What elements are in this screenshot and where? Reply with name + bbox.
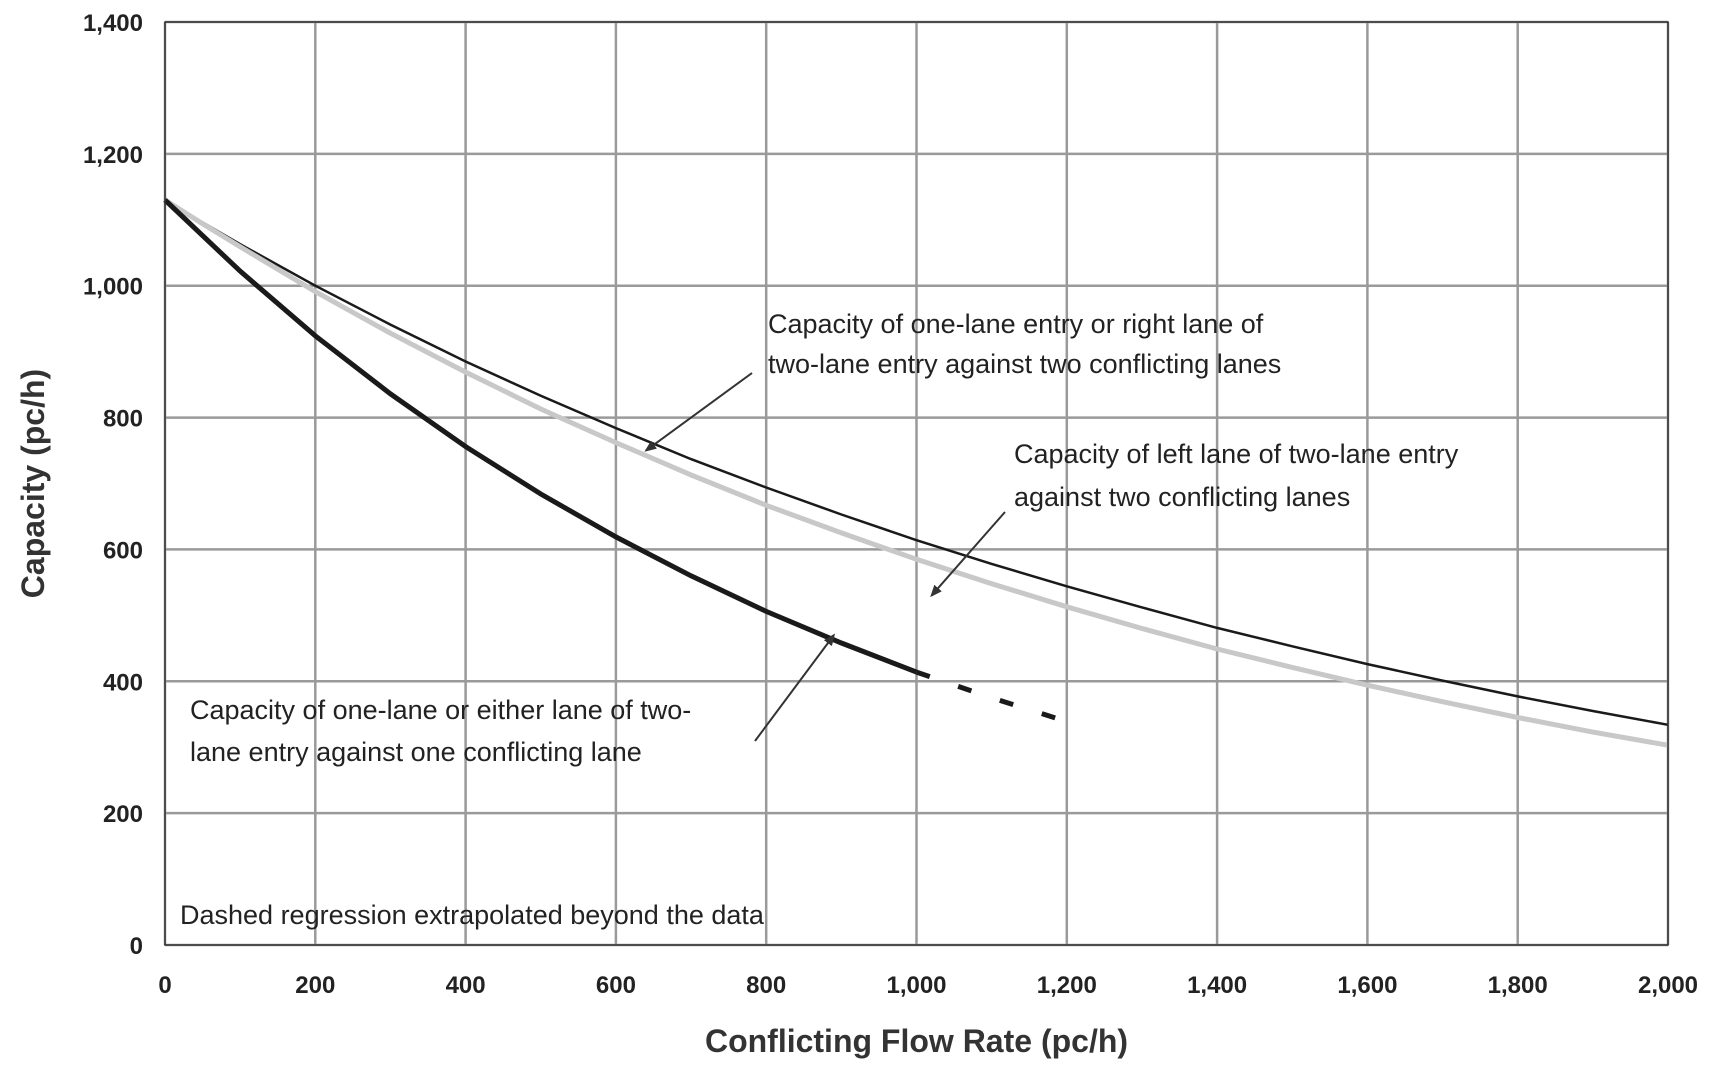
series-line-one-conflicting-lane-dashed: [915, 669, 1068, 724]
plot-frame: [164, 21, 1669, 946]
annotation-arrow-1: [930, 511, 1006, 598]
annotation-0-line-0: Capacity of one-lane entry or right lane…: [768, 309, 1264, 339]
annotation-2-line-1: lane entry against one conflicting lane: [190, 737, 642, 767]
x-tick-label: 600: [596, 972, 636, 999]
x-axis-title: Conflicting Flow Rate (pc/h): [705, 1023, 1128, 1059]
x-tick-label: 1,200: [1037, 972, 1097, 999]
y-tick-label: 600: [103, 537, 143, 564]
y-tick-label: 200: [103, 801, 143, 828]
series-line-one-conflicting-lane: [163, 198, 918, 675]
annotation-arrow-2: [754, 633, 836, 742]
annotation-2-line-0: Capacity of one-lane or either lane of t…: [190, 695, 691, 725]
x-tick-label: 800: [746, 972, 786, 999]
y-tick-label: 400: [103, 669, 143, 696]
x-tick-label: 1,800: [1488, 972, 1548, 999]
y-tick-label: 1,000: [83, 274, 143, 301]
annotation-3-line-0: Dashed regression extrapolated beyond th…: [180, 900, 765, 930]
y-tick-label: 800: [103, 406, 143, 433]
y-tick-label: 0: [130, 933, 143, 960]
annotations: Capacity of one-lane entry or right lane…: [180, 309, 1459, 930]
x-tick-label: 400: [446, 972, 486, 999]
x-tick-label: 200: [295, 972, 335, 999]
y-tick-label: 1,400: [83, 10, 143, 37]
x-tick-label: 1,000: [886, 972, 946, 999]
y-tick-label: 1,200: [83, 142, 143, 169]
series-group: [163, 197, 1669, 748]
series-line-left-lane-two-conflicting: [163, 197, 1669, 748]
x-tick-label: 2,000: [1638, 972, 1698, 999]
x-tick-label: 0: [158, 972, 171, 999]
annotation-1-line-0: Capacity of left lane of two-lane entry: [1014, 439, 1459, 469]
annotation-0-line-1: two-lane entry against two conflicting l…: [768, 349, 1281, 379]
x-tick-label: 1,600: [1337, 972, 1397, 999]
x-tick-label: 1,400: [1187, 972, 1247, 999]
annotation-arrow-0: [644, 372, 753, 452]
tick-labels: 0 200 400 600 800 1,000 1,200 1,400 1,600 1,800 2,…: [83, 10, 1698, 999]
grid: [163, 20, 1670, 947]
annotation-1-line-1: against two conflicting lanes: [1014, 482, 1350, 512]
y-axis-title: Capacity (pc/h): [15, 369, 51, 598]
series-line-one-lane-two-conflicting: [164, 198, 1669, 727]
annotation-arrows: [644, 372, 1006, 742]
